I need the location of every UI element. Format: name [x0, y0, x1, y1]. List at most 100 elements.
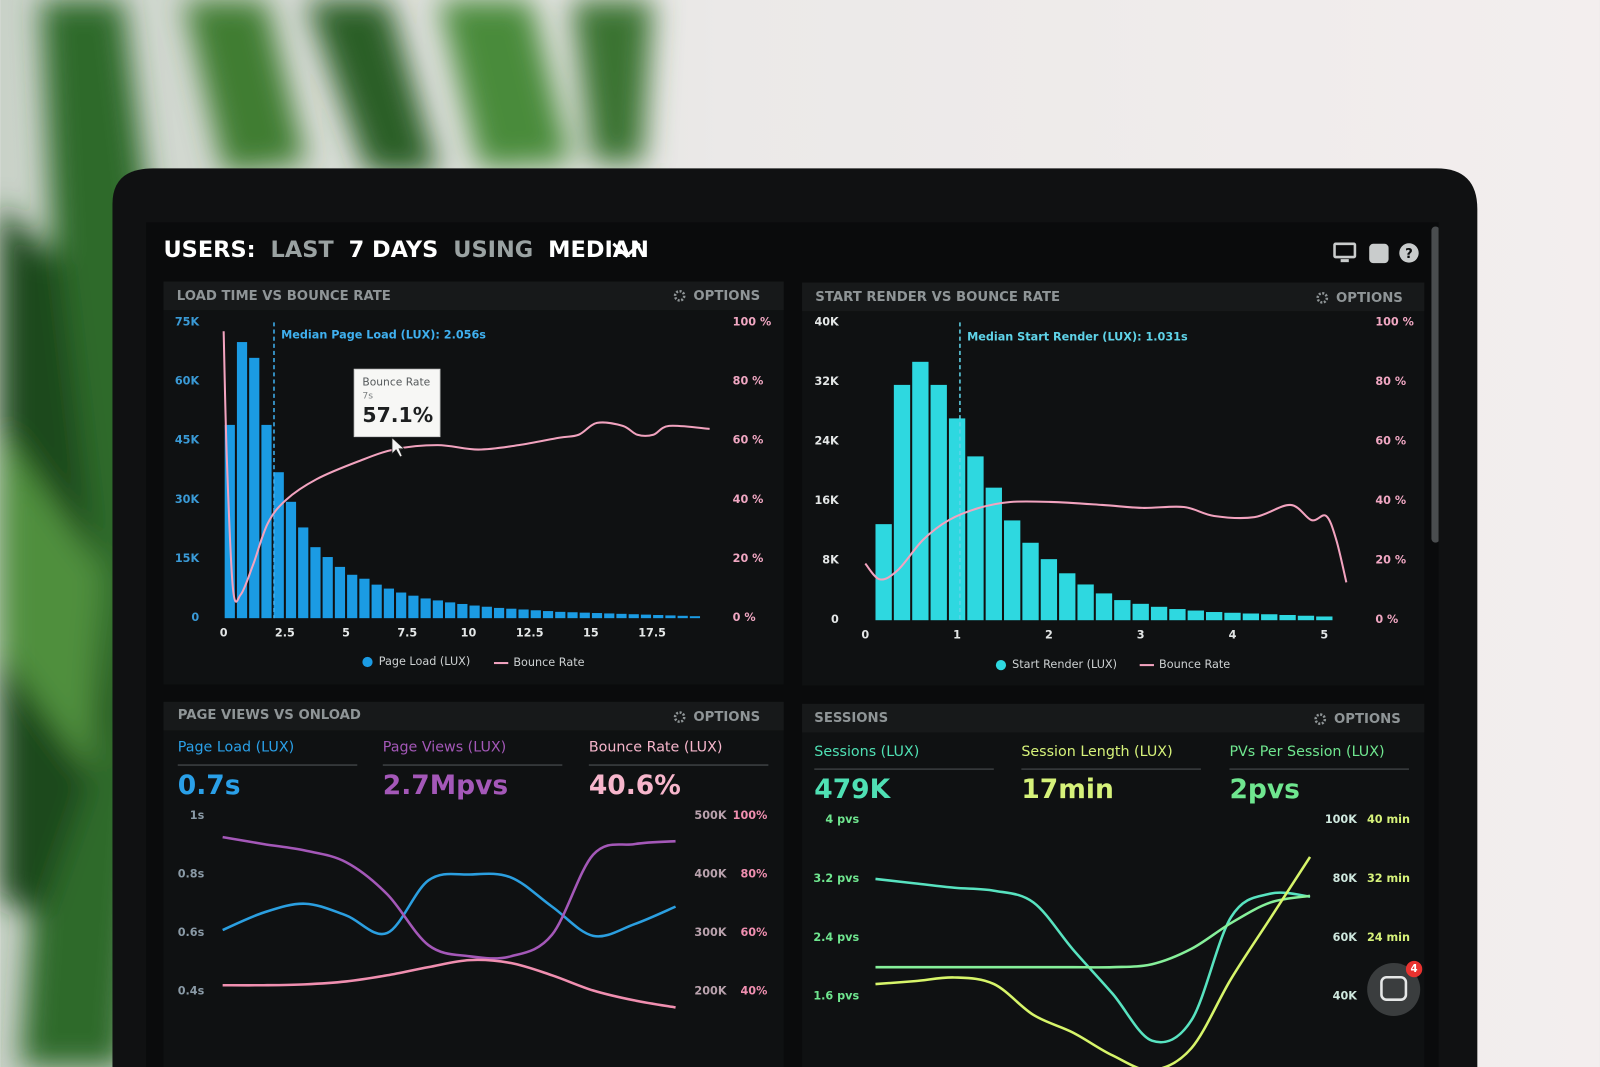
bar — [432, 600, 443, 619]
y2-tick-label: 80K — [1333, 872, 1359, 885]
y3-tick-label: 60% — [740, 926, 767, 939]
title-part: LAST — [271, 236, 335, 262]
bar — [948, 418, 966, 621]
series-line — [222, 835, 676, 960]
y2-tick-label: 200K — [694, 984, 727, 997]
panel-title: START RENDER VS BOUNCE RATE — [815, 290, 1060, 305]
bar — [542, 611, 554, 619]
kpi-value: 479K — [814, 774, 891, 805]
bar — [1187, 610, 1204, 621]
options-gear — [1316, 291, 1329, 304]
y-tick-label: 1.6 pvs — [813, 990, 859, 1003]
series-line — [222, 958, 676, 1009]
help-icon[interactable] — [1399, 243, 1419, 263]
title-part: USING — [453, 236, 533, 262]
bar — [677, 615, 688, 619]
legend-marker — [995, 659, 1007, 671]
panel-header — [802, 703, 1425, 733]
y2-tick-label: 60 % — [733, 434, 764, 447]
y-tick-label: 1s — [190, 809, 205, 822]
options-button[interactable]: OPTIONS — [693, 289, 760, 304]
y2-tick-label: 40 % — [733, 493, 764, 506]
options-button[interactable]: OPTIONS — [1334, 712, 1401, 727]
bar — [967, 456, 984, 621]
bar — [1279, 614, 1296, 621]
bar — [396, 592, 407, 619]
bar — [420, 598, 431, 619]
title-part: 7 DAYS — [349, 236, 439, 262]
bounce-rate-line — [222, 331, 710, 603]
bar — [1242, 613, 1260, 621]
bar — [604, 613, 615, 619]
panel-title: PAGE VIEWS VS ONLOAD — [178, 708, 361, 723]
series-line — [222, 872, 677, 938]
bar — [1040, 559, 1058, 621]
bar — [1297, 615, 1315, 621]
bar — [371, 584, 382, 619]
bar — [481, 606, 492, 619]
tooltip-subtitle: 7s — [362, 390, 373, 401]
y-tick-label: 2.4 pvs — [813, 931, 859, 944]
cursor — [391, 436, 406, 458]
y-tick-label: 0 — [191, 611, 199, 624]
kpi-value: 40.6% — [589, 770, 681, 801]
bar — [1022, 542, 1039, 621]
x-tick-label: 4 — [1229, 629, 1237, 642]
panel-header — [802, 282, 1425, 312]
kpi-label: Page Load (LUX) — [178, 740, 294, 756]
tooltip-title: Bounce Rate — [362, 376, 430, 389]
bar — [1114, 600, 1131, 621]
y3-tick-label: 100% — [733, 809, 768, 822]
y3-tick-label: 40% — [740, 984, 767, 997]
display-icon[interactable] — [1333, 242, 1357, 259]
bar — [1224, 612, 1241, 621]
bar — [457, 603, 468, 619]
bounce-rate-line — [864, 500, 1348, 583]
bar — [689, 616, 701, 619]
y-tick-label: 0.8s — [178, 867, 205, 880]
x-tick-label: 10 — [461, 626, 477, 639]
x-tick-label: 7.5 — [397, 626, 417, 639]
x-tick-label: 2.5 — [275, 626, 295, 639]
bar — [506, 608, 517, 619]
y2-tick-label: 100K — [1325, 813, 1358, 826]
panel — [802, 703, 1425, 1067]
y2-tick-label: 80 % — [1375, 375, 1406, 388]
bar — [1095, 593, 1113, 621]
bar — [469, 605, 480, 619]
bar — [347, 574, 358, 619]
legend-label: Page Load (LUX) — [379, 655, 471, 668]
y3-tick-label: 80% — [740, 867, 767, 880]
bar — [408, 595, 419, 619]
y-tick-label: 15K — [175, 552, 201, 565]
y-tick-label: 32K — [814, 375, 840, 388]
y2-tick-label: 0 % — [733, 611, 756, 624]
median-annotation: Median Page Load (LUX): 2.056s — [281, 329, 486, 342]
chat-button[interactable] — [1367, 962, 1421, 1016]
bar — [1205, 612, 1223, 621]
y3-tick-label: 40 min — [1367, 813, 1410, 826]
bar — [985, 487, 1002, 621]
bar — [1261, 614, 1278, 621]
chat-badge — [1405, 960, 1423, 978]
y-tick-label: 40K — [814, 315, 840, 328]
options-button[interactable]: OPTIONS — [1336, 291, 1403, 306]
legend-marker — [362, 656, 373, 668]
kpi-value: 0.7s — [178, 770, 241, 801]
panel-title: LOAD TIME VS BOUNCE RATE — [177, 289, 391, 304]
panel-header — [163, 701, 784, 731]
bar — [249, 357, 260, 619]
x-tick-label: 5 — [342, 626, 350, 639]
y2-tick-label: 400K — [694, 867, 727, 880]
scrollbar[interactable] — [1431, 226, 1439, 543]
dropdown-chevron[interactable] — [612, 242, 641, 259]
bar — [493, 607, 505, 619]
chat-widget[interactable]: 4 — [1367, 960, 1423, 1016]
bar — [322, 557, 333, 619]
share-icon[interactable] — [1369, 243, 1389, 264]
y-tick-label: 0 — [831, 613, 839, 626]
header-icons: ? — [1333, 242, 1419, 264]
options-button[interactable]: OPTIONS — [693, 710, 760, 725]
y-tick-label: 0.6s — [178, 926, 205, 939]
options-gear — [673, 289, 686, 302]
